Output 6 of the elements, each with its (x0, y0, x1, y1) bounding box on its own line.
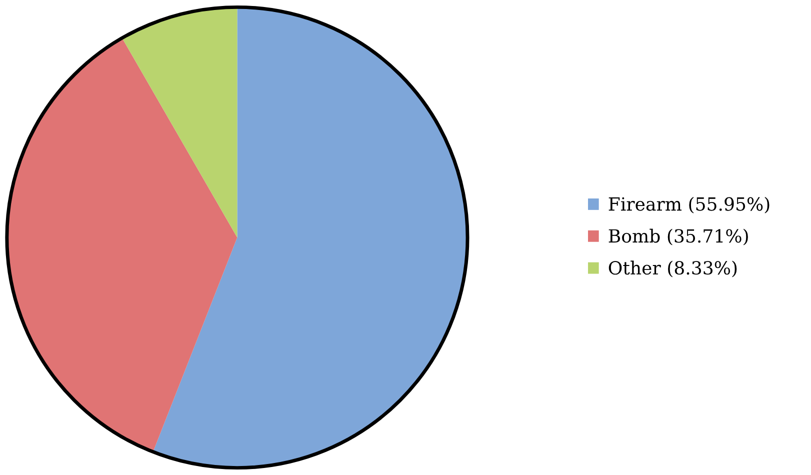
legend-label: Firearm (55.95%) (608, 196, 770, 214)
pie-slice (6, 38, 238, 452)
pie-slice (153, 7, 468, 468)
legend-label: Other (8.33%) (608, 260, 737, 278)
pie-slice (122, 7, 238, 238)
legend-label: Bomb (35.71%) (608, 228, 748, 246)
